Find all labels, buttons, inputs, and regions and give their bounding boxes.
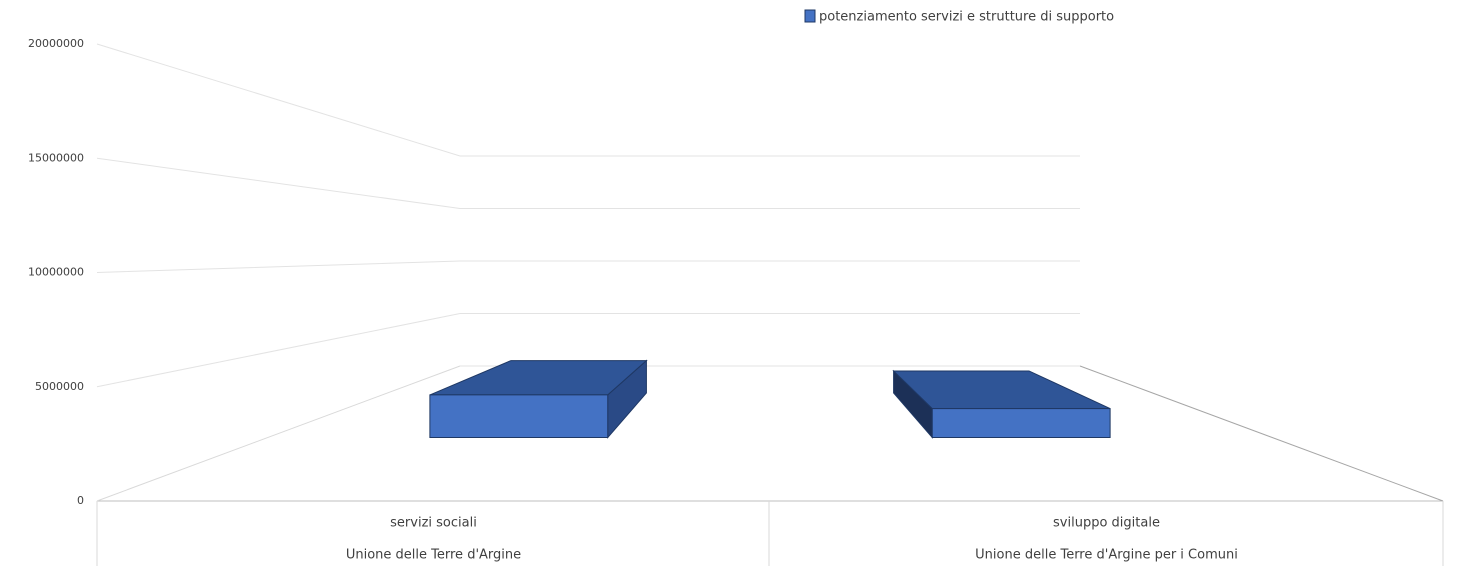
legend-swatch [804, 9, 816, 23]
x-tick-label: sviluppo digitale [1053, 516, 1160, 531]
grid-line [96, 43, 1080, 157]
floor-left [96, 365, 461, 502]
legend-label: potenziamento servizi e strutture di sup… [819, 10, 1114, 25]
floor-right [1079, 365, 1444, 502]
y-tick-label: 5000000 [35, 380, 84, 393]
bar [429, 394, 609, 439]
grid-line [96, 313, 1080, 388]
bar [931, 408, 1111, 439]
y-tick-label: 15000000 [28, 151, 84, 164]
grid-line [96, 157, 1080, 209]
y-tick-label: 0 [77, 494, 84, 507]
grid-line [96, 260, 1080, 273]
y-tick-label: 20000000 [28, 37, 84, 50]
x-group-label: Unione delle Terre d'Argine [346, 548, 521, 563]
bar-top [892, 370, 1111, 410]
x-tick-label: servizi sociali [390, 516, 477, 531]
x-group-label: Unione delle Terre d'Argine per i Comuni [975, 548, 1238, 563]
y-tick-label: 10000000 [28, 266, 84, 279]
